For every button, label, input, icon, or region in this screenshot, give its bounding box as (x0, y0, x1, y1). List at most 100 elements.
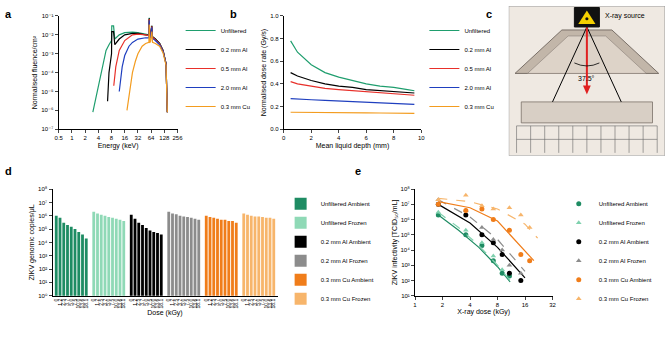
svg-text:0.4: 0.4 (270, 81, 279, 87)
svg-text:0.2 mm Al Ambient: 0.2 mm Al Ambient (599, 239, 649, 245)
svg-text:0: 0 (128, 298, 134, 301)
svg-text:5.0: 5.0 (180, 298, 186, 305)
svg-text:0.2 mm Al: 0.2 mm Al (464, 47, 491, 53)
svg-text:3.7: 3.7 (64, 298, 70, 305)
svg-text:4: 4 (97, 135, 101, 141)
svg-text:10⁷: 10⁷ (38, 200, 47, 206)
svg-text:2.5: 2.5 (135, 298, 141, 305)
svg-text:10⁸: 10⁸ (401, 186, 411, 192)
svg-text:0: 0 (165, 298, 171, 301)
svg-text:5.0: 5.0 (105, 298, 111, 305)
svg-text:10.0: 10.0 (113, 298, 119, 308)
svg-text:Unfiltered Frozen: Unfiltered Frozen (599, 220, 645, 226)
svg-text:d: d (5, 165, 12, 177)
svg-text:10.0: 10.0 (263, 298, 269, 308)
svg-text:32: 32 (135, 135, 142, 141)
svg-text:a: a (5, 8, 12, 20)
svg-text:10⁻¹: 10⁻¹ (42, 13, 54, 19)
svg-text:10¹: 10¹ (39, 279, 48, 285)
svg-text:2.5: 2.5 (173, 298, 179, 305)
svg-text:3.7: 3.7 (177, 298, 183, 305)
svg-text:10⁷: 10⁷ (401, 201, 410, 207)
svg-text:13.6: 13.6 (229, 298, 235, 308)
svg-text:1.2: 1.2 (94, 298, 100, 305)
svg-text:13.6: 13.6 (117, 298, 123, 308)
svg-text:5.0: 5.0 (255, 298, 261, 305)
svg-text:3.7: 3.7 (139, 298, 145, 305)
svg-text:Mean liquid depth (mm): Mean liquid depth (mm) (316, 142, 390, 150)
svg-text:0.3 mm Cu Ambient: 0.3 mm Cu Ambient (599, 277, 652, 283)
svg-text:Unfiltered: Unfiltered (464, 28, 490, 34)
svg-text:0.3 mm Cu Ambient: 0.3 mm Cu Ambient (321, 277, 374, 283)
svg-text:4: 4 (337, 135, 341, 141)
svg-text:0.5 mm Al: 0.5 mm Al (464, 66, 491, 72)
svg-text:8: 8 (392, 135, 396, 141)
svg-text:18.1: 18.1 (83, 298, 89, 308)
svg-text:7.5: 7.5 (259, 298, 265, 305)
svg-text:0.2 mm Al Frozen: 0.2 mm Al Frozen (321, 258, 368, 264)
svg-text:10⁵: 10⁵ (401, 232, 411, 238)
svg-text:10: 10 (418, 135, 425, 141)
svg-text:10.0: 10.0 (225, 298, 231, 308)
svg-text:2.0 mm Al: 2.0 mm Al (464, 85, 491, 91)
svg-text:0.2 mm Al Frozen: 0.2 mm Al Frozen (599, 258, 646, 264)
svg-text:5.0: 5.0 (218, 298, 224, 305)
svg-text:10²: 10² (401, 278, 410, 284)
svg-text:18.1: 18.1 (233, 298, 239, 308)
svg-text:10⁶: 10⁶ (401, 217, 411, 223)
svg-text:128: 128 (159, 135, 170, 141)
svg-text:0: 0 (203, 298, 209, 301)
svg-text:7.5: 7.5 (184, 298, 190, 305)
svg-text:13.6: 13.6 (267, 298, 273, 308)
svg-text:7.5: 7.5 (147, 298, 153, 305)
svg-text:2.0 mm Al: 2.0 mm Al (221, 85, 248, 91)
svg-text:10⁸: 10⁸ (38, 186, 48, 192)
svg-text:10⁻⁶: 10⁻⁶ (41, 107, 54, 113)
svg-text:5.0: 5.0 (143, 298, 149, 305)
svg-text:Unfiltered Ambient: Unfiltered Ambient (599, 201, 648, 207)
svg-text:0: 0 (53, 298, 59, 301)
svg-text:3.7: 3.7 (252, 298, 258, 305)
svg-text:0.6: 0.6 (270, 58, 279, 64)
svg-text:Unfiltered Ambient: Unfiltered Ambient (321, 201, 370, 207)
svg-text:0: 0 (282, 135, 286, 141)
svg-text:Dose (kGy): Dose (kGy) (147, 309, 182, 317)
svg-text:1: 1 (70, 135, 74, 141)
svg-text:0.3 mm Cu: 0.3 mm Cu (221, 104, 250, 110)
svg-text:10⁴: 10⁴ (38, 240, 48, 246)
svg-text:3.7: 3.7 (214, 298, 220, 305)
svg-text:1: 1 (413, 302, 417, 308)
svg-text:b: b (230, 8, 237, 20)
svg-text:6: 6 (365, 135, 369, 141)
svg-text:18.1: 18.1 (195, 298, 201, 308)
svg-text:0: 0 (90, 298, 96, 301)
svg-text:1.2: 1.2 (244, 298, 250, 305)
svg-text:18.1: 18.1 (158, 298, 164, 308)
svg-text:7.5: 7.5 (72, 298, 78, 305)
svg-text:2.5: 2.5 (98, 298, 104, 305)
svg-text:1.2: 1.2 (169, 298, 175, 305)
svg-text:10⁻⁵: 10⁻⁵ (41, 89, 54, 95)
svg-text:10⁻⁴: 10⁻⁴ (41, 70, 54, 76)
svg-text:c: c (486, 8, 492, 20)
svg-text:8: 8 (110, 135, 114, 141)
svg-text:0.5: 0.5 (55, 135, 64, 141)
svg-text:X-ray source: X-ray source (605, 12, 645, 20)
svg-text:2: 2 (310, 135, 314, 141)
svg-text:0: 0 (240, 298, 246, 301)
svg-text:0.2: 0.2 (270, 104, 279, 110)
svg-text:Unfiltered: Unfiltered (221, 28, 247, 34)
svg-text:4: 4 (468, 302, 472, 308)
svg-text:Normalised dose rate (Gy/s): Normalised dose rate (Gy/s) (260, 29, 268, 117)
svg-text:0.0: 0.0 (270, 126, 279, 132)
svg-text:Normalised fluence/cm²: Normalised fluence/cm² (31, 35, 38, 109)
svg-text:X-ray dose (kGy): X-ray dose (kGy) (457, 308, 510, 316)
svg-text:10³: 10³ (39, 253, 48, 259)
svg-text:64: 64 (148, 135, 155, 141)
svg-text:1.2: 1.2 (132, 298, 138, 305)
svg-text:2.5: 2.5 (248, 298, 254, 305)
svg-text:0.3 mm Cu Frozen: 0.3 mm Cu Frozen (321, 296, 371, 302)
svg-text:0.5 mm Al: 0.5 mm Al (221, 66, 248, 72)
svg-text:ZIKV infectivity [TCID₅₀/mL]: ZIKV infectivity [TCID₅₀/mL] (391, 199, 399, 285)
svg-text:8: 8 (496, 302, 500, 308)
